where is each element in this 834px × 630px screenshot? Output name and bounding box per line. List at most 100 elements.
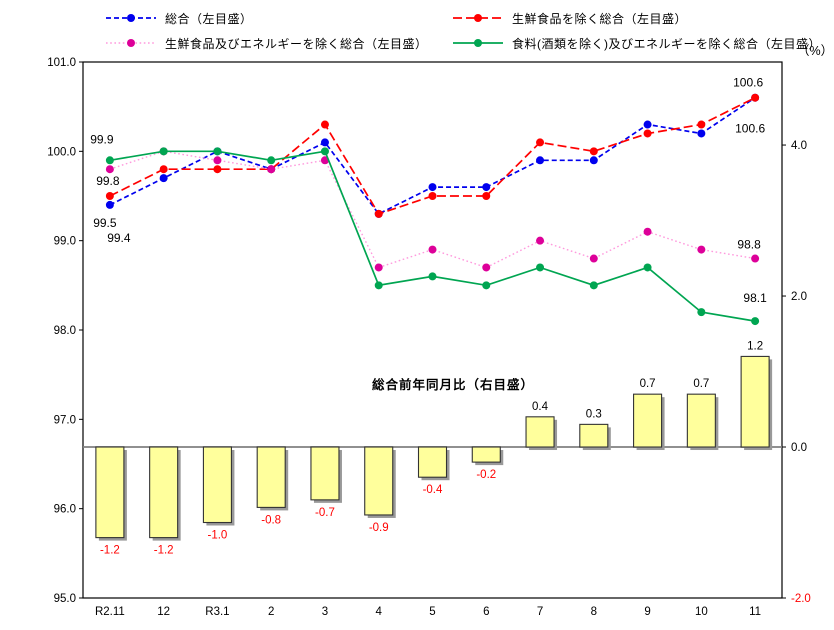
series-marker-2 [751,254,760,263]
series-marker-3 [213,147,222,156]
series-marker-1 [536,138,545,147]
bar-value-label: 0.3 [586,408,602,420]
bar [525,416,555,448]
legend-line-icon [106,14,156,22]
legend-label: 総合（左目盛） [165,11,253,26]
x-axis-label: R3.1 [205,606,229,618]
series-marker-1 [374,209,383,218]
point-label: 99.9 [90,132,114,146]
series-marker-3 [482,281,491,290]
series-marker-3 [267,156,276,165]
x-axis-label: 8 [591,606,597,618]
legend-label: 食料(酒類を除く)及びエネルギーを除く総合（左目盛） [512,36,821,51]
left-axis-tick-label: 95.0 [54,593,76,605]
series-marker-3 [536,263,545,272]
series-marker-3 [428,272,437,281]
left-axis-tick-label: 97.0 [54,414,76,426]
x-axis-label: 9 [644,606,650,618]
point-label: 99.8 [96,174,120,188]
left-axis-tick-label: 100.0 [47,146,76,158]
legend-marker [127,39,135,47]
series-marker-1 [482,192,491,200]
series-marker-3 [643,263,652,272]
legend-line-icon [106,39,156,47]
x-axis-label: 3 [322,606,328,618]
bar [149,446,179,539]
series-marker-1 [643,129,652,138]
right-axis-tick-label: -2.0 [791,593,811,605]
bar [364,446,394,516]
series-marker-1 [589,147,598,156]
bar [256,446,286,508]
series-marker-2 [697,245,706,254]
bar-value-label: 0.7 [640,378,656,390]
series-marker-1 [105,192,114,200]
legend-line-icon [453,14,503,22]
series-marker-2 [482,263,491,272]
right-axis-tick-label: 2.0 [791,291,807,303]
bar-series-annotation: 総合前年同月比（右目盛） [372,378,535,392]
legend-label: 生鮮食品及びエネルギーを除く総合（左目盛） [165,36,428,51]
series-marker-3 [751,317,760,326]
series-marker-2 [105,165,114,174]
series-marker-0 [536,156,545,165]
bar-value-label: -0.7 [315,507,335,519]
series-marker-2 [589,254,598,263]
bar-value-label: -0.9 [369,522,389,534]
series-marker-0 [697,129,706,138]
x-axis-label: 11 [749,606,761,618]
legend-marker [127,14,135,22]
point-label: 100.6 [733,76,763,90]
series-marker-3 [589,281,598,290]
bar [417,446,448,478]
legend-marker [474,14,482,22]
series-marker-3 [320,147,329,156]
series-marker-2 [374,263,383,272]
bar-value-label: 0.7 [693,378,709,390]
legend-item-sogo: 総合（左目盛） [105,10,253,26]
bar [202,446,232,524]
series-marker-1 [213,165,222,174]
left-axis-tick-label: 99.0 [54,236,76,248]
series-marker-3 [697,308,706,317]
legend-swatch-pink-dotted [105,36,157,50]
right-axis-unit-label: （%） [797,44,834,58]
plot-border [82,61,783,599]
legend-swatch-red-dashed [452,11,504,25]
series-marker-1 [697,120,706,129]
series-marker-0 [428,183,437,192]
legend-item-ex-fresh-food: 生鮮食品を除く総合（左目盛） [452,10,687,26]
left-axis-tick-label: 96.0 [54,504,76,516]
bar [471,446,501,463]
series-marker-0 [105,200,114,209]
point-label: 98.8 [737,238,761,252]
bar-value-label: -1.2 [100,545,120,557]
legend-marker [474,39,482,47]
series-line-3 [109,150,756,322]
legend-label: 生鮮食品を除く総合（左目盛） [512,11,688,26]
bar-value-label: 1.2 [747,340,763,352]
series-marker-2 [213,156,222,165]
bar-value-label: -1.2 [154,545,174,557]
bar-value-label: -0.8 [261,514,281,526]
legend-swatch-blue-dashed [105,11,157,25]
series-marker-1 [159,165,168,174]
bar [579,423,609,448]
point-label: 98.1 [743,291,767,305]
series-marker-1 [320,120,329,129]
series-marker-0 [320,138,329,147]
right-axis-tick-label: 0.0 [791,442,807,454]
left-axis-tick-label: 98.0 [54,325,76,337]
left-axis-tick-label: 101.0 [47,57,76,69]
bar-value-label: 0.4 [532,401,549,413]
legend-item-ex-fresh-food-energy: 生鮮食品及びエネルギーを除く総合（左目盛） [105,35,428,51]
x-axis-label: 7 [537,606,543,618]
series-marker-0 [159,174,168,183]
series-marker-2 [643,227,652,236]
x-axis-label: 2 [268,606,274,618]
series-marker-0 [482,183,491,192]
bar-value-label: -0.2 [476,469,496,481]
bar [310,446,340,501]
